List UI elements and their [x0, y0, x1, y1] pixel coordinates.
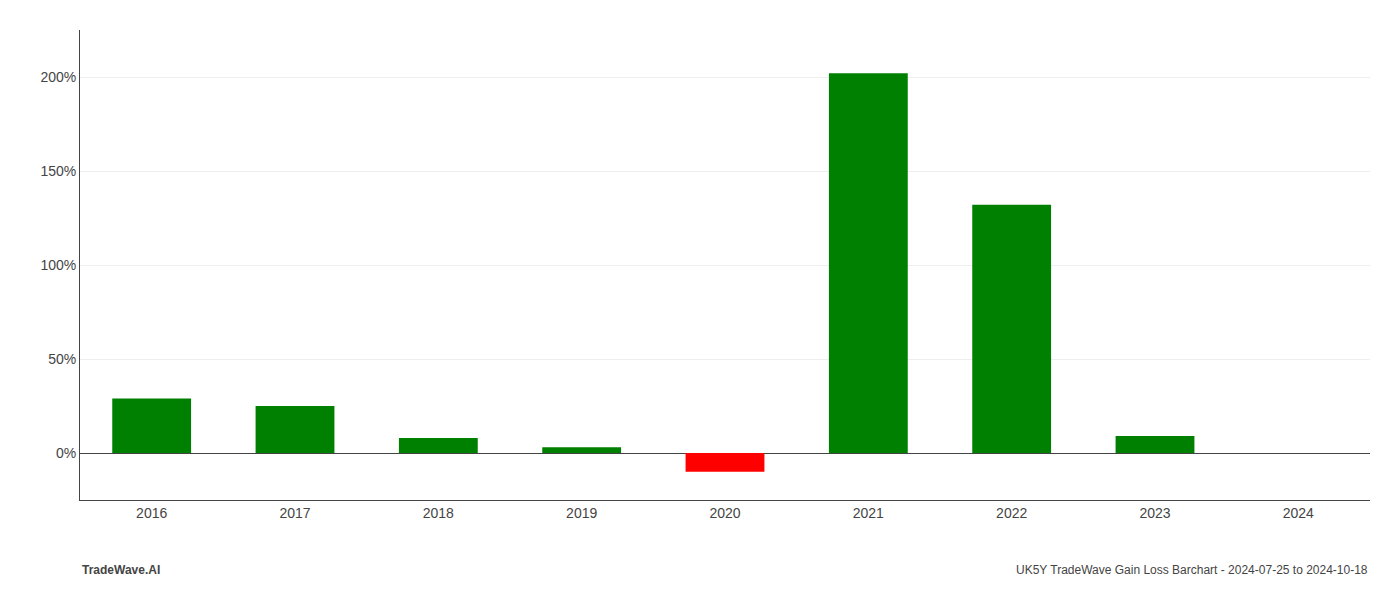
- svg-text:2017: 2017: [279, 505, 310, 521]
- svg-text:2018: 2018: [423, 505, 454, 521]
- svg-text:2020: 2020: [709, 505, 740, 521]
- svg-text:2019: 2019: [566, 505, 597, 521]
- svg-text:UK5Y TradeWave Gain Loss Barch: UK5Y TradeWave Gain Loss Barchart - 2024…: [1016, 563, 1368, 577]
- svg-text:2023: 2023: [1139, 505, 1170, 521]
- svg-text:100%: 100%: [40, 257, 76, 273]
- svg-text:TradeWave.AI: TradeWave.AI: [82, 563, 160, 577]
- svg-text:0%: 0%: [56, 445, 76, 461]
- svg-text:200%: 200%: [40, 69, 76, 85]
- svg-text:2022: 2022: [996, 505, 1027, 521]
- svg-text:2024: 2024: [1283, 505, 1314, 521]
- svg-text:2016: 2016: [136, 505, 167, 521]
- svg-text:2021: 2021: [853, 505, 884, 521]
- svg-text:50%: 50%: [48, 351, 76, 367]
- svg-text:150%: 150%: [40, 163, 76, 179]
